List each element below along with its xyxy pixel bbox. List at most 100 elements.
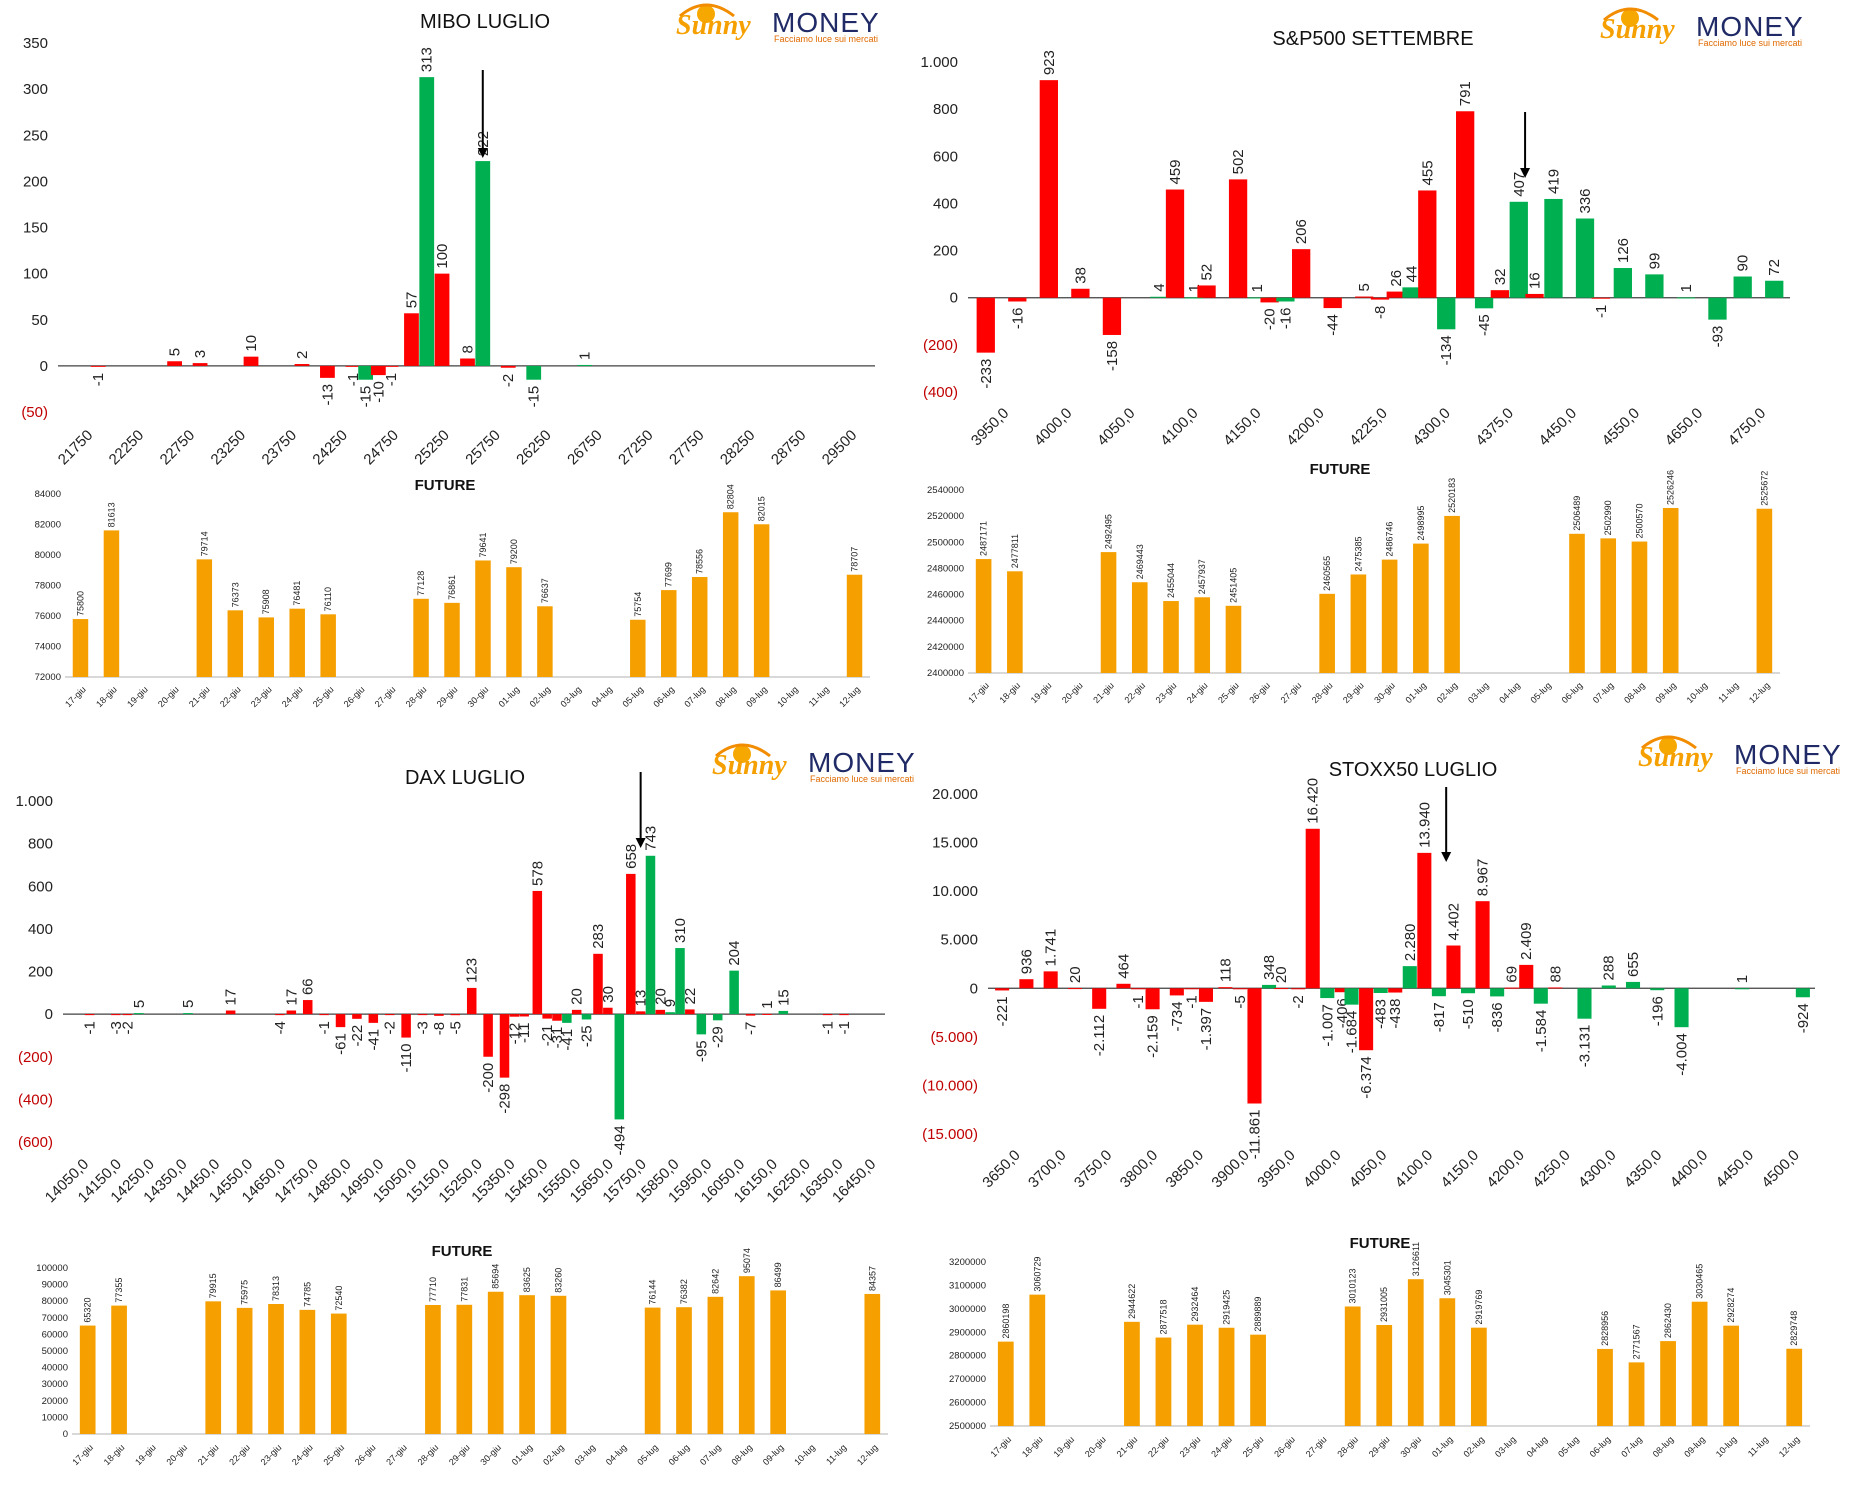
day-tick-label: 07-lug [682,684,707,709]
future-bar [1600,538,1617,673]
bar [995,988,1010,991]
y-tick-label: 800 [28,836,53,853]
bar [1359,988,1374,1051]
future-bar [1569,533,1585,673]
future-bar [1124,1321,1140,1426]
bar [167,361,182,366]
future-data-label: 83260 [553,1268,563,1293]
day-tick-label: 21-giu [196,1442,221,1467]
day-tick-label: 02-lug [528,684,553,709]
future-data-label: 2502990 [1603,500,1613,535]
bar [696,1014,707,1035]
future-bar [289,608,305,677]
x-tick-label: 4650,0 [1662,405,1706,449]
y-tick-label: (5.000) [930,1029,978,1046]
data-label: 5 [131,1000,148,1008]
data-label: -298 [497,1084,514,1114]
bar [483,1014,493,1057]
bar [434,1014,444,1016]
future-bar [1100,552,1117,673]
bar [1475,901,1490,989]
data-label: 5 [180,1000,197,1008]
data-label: 69 [1504,966,1521,983]
chart-fut_stoxx: FUTURE 2500000 2600000 2700000 2800000 290000… [949,1235,1810,1459]
data-label: -22 [349,1025,366,1047]
sun-icon [1621,9,1639,27]
data-label: -1 [820,1021,837,1034]
bar [1402,966,1417,989]
bar [745,1014,756,1016]
day-tick-label: 27-giu [373,684,398,709]
future-bar [227,610,244,677]
day-tick-label: 19-giu [125,684,150,709]
bar [1676,297,1696,299]
day-tick-label: 20-giu [156,684,181,709]
future-data-label: 2829748 [1789,1311,1799,1346]
bar [509,1014,520,1017]
data-label: -21 [539,1025,556,1047]
arrow-head-icon [1441,852,1452,862]
future-data-label: 95074 [742,1248,752,1273]
y-tick-label: 2520000 [927,511,964,522]
data-label: 16 [1527,272,1544,289]
x-tick-label: 23750 [259,427,301,469]
future-bar [1029,1294,1046,1426]
arrow-head-icon [477,148,488,158]
x-tick-label: 4150,0 [1220,405,1264,449]
bar [1292,249,1311,298]
y-tick-label: 200 [23,173,48,190]
data-label: 743 [642,826,659,851]
future-data-label: 2500570 [1634,503,1644,538]
sun-arc-icon [1603,7,1659,22]
data-label: 2.409 [1518,922,1535,960]
day-tick-label: 03-lug [1493,1434,1518,1459]
future-data-label: 77128 [416,571,426,596]
sun-icon [697,5,715,23]
future-bar [722,512,739,677]
logo-script: Sunny [676,10,751,41]
future-bar [79,1325,96,1434]
bar [1019,979,1034,989]
y-tick-label: 30000 [42,1379,68,1390]
bar [1674,988,1689,1028]
bar [466,987,477,1015]
day-tick-label: 25-giu [1216,680,1241,705]
future-data-label: 2492495 [1104,514,1114,549]
data-label: 348 [1261,955,1278,980]
day-tick-label: 24-giu [290,1442,315,1467]
day-tick-label: 11-lug [824,1442,848,1466]
data-label: -2 [500,374,517,387]
data-label: 66 [300,978,317,995]
day-tick-label: 23-giu [1154,680,1179,705]
future-bar [1660,1341,1676,1426]
y-tick-label: 70000 [42,1313,68,1324]
data-label: -15 [526,386,543,408]
data-label: 126 [1615,238,1632,263]
bar [1431,988,1446,997]
day-tick-label: 12-lug [837,684,862,709]
bar [1373,988,1388,993]
x-tick-label: 4050,0 [1094,405,1138,449]
future-data-label: 2506489 [1572,496,1582,531]
data-label: 30 [600,986,617,1003]
logo-word: MONEY [808,747,916,778]
day-tick-label: 10-lug [775,684,800,709]
bar [419,77,435,366]
future-bar [1597,1348,1613,1426]
future-bar [691,577,708,677]
sun-arc-icon [679,3,735,18]
bar [1460,988,1476,994]
bar [358,365,374,380]
y-tick-label: 20.000 [932,786,978,803]
bar [475,161,491,366]
future-data-label: 78707 [850,547,860,572]
x-tick-label: 3950,0 [968,405,1012,449]
future-data-label: 76637 [540,578,550,603]
data-label: -20 [1262,308,1279,330]
bar [1735,988,1750,990]
future-bar [1786,1348,1803,1426]
bar [1334,988,1349,993]
data-label: 44 [1404,266,1421,283]
